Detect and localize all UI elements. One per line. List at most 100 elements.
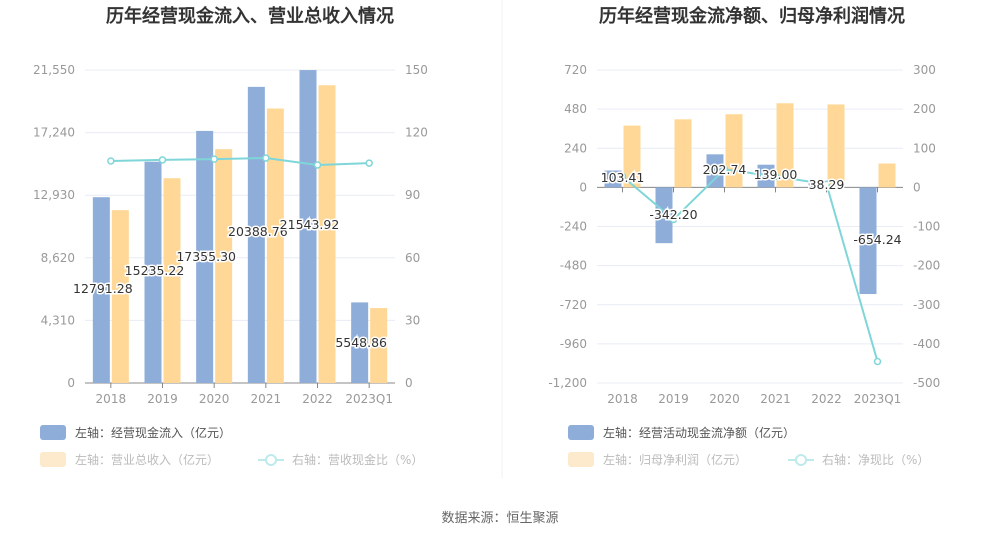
- x-axis-tick: 2023Q1: [345, 392, 393, 406]
- data-label: 139.00: [754, 167, 798, 182]
- chart-left: 0 0 4,310 30 8,620 60 12,930 90 17,240 120 21,550 1…: [33, 63, 428, 406]
- line-point: [771, 172, 780, 181]
- legend-swatch-bar2[interactable]: [40, 452, 66, 467]
- bar-net-cash-flow: [808, 181, 826, 188]
- bar-revenue: [370, 308, 388, 383]
- x-axis-tick: 2023Q1: [854, 392, 902, 406]
- data-label: -342.20: [649, 207, 697, 222]
- chart-right: -1,200 -500 -960 -400 -720 -300 -480 -200 -240 -1…: [548, 63, 940, 406]
- x-axis-tick: 2022: [811, 392, 842, 406]
- bar-revenue: [215, 149, 233, 383]
- right-axis-tick: -100: [913, 220, 940, 234]
- data-label: 38.29: [809, 177, 845, 192]
- left-axis-tick: 0: [67, 376, 75, 390]
- left-axis-tick: 720: [564, 63, 587, 77]
- bar-net-cash-flow: [859, 187, 877, 295]
- x-axis-tick: 2019: [658, 392, 689, 406]
- right-axis-tick: 0: [405, 376, 413, 390]
- right-axis-tick: 100: [913, 141, 936, 155]
- line-point: [365, 159, 373, 167]
- line-series: [110, 157, 370, 166]
- bar-net-profit: [725, 114, 743, 188]
- right-axis-tick: 300: [913, 63, 936, 77]
- bar-net-cash-flow: [604, 170, 622, 188]
- left-axis-tick: -960: [560, 337, 587, 351]
- right-axis-tick: -400: [913, 337, 940, 351]
- legend-label[interactable]: 左轴：经营现金流入（亿元）: [75, 425, 231, 440]
- data-label: 103.41: [601, 170, 645, 185]
- legend-swatch-bar2[interactable]: [568, 452, 594, 467]
- line-point: [618, 172, 627, 181]
- line-point: [313, 161, 322, 169]
- right-axis-tick: 150: [405, 63, 428, 77]
- bar-net-cash-flow: [706, 154, 724, 188]
- legend-label[interactable]: 右轴：净现比（%）: [822, 452, 929, 467]
- legend-swatch-bar1[interactable]: [40, 425, 66, 440]
- left-axis-tick: -240: [560, 220, 587, 234]
- left-axis-tick: -1,200: [548, 376, 587, 390]
- right-axis-tick: 200: [913, 102, 936, 116]
- data-label: -654.24: [853, 232, 901, 247]
- data-label: 5548.86: [335, 335, 387, 350]
- left-axis-tick: 240: [564, 141, 587, 155]
- bar-revenue: [266, 108, 284, 383]
- legend-line-icon[interactable]: [258, 454, 284, 466]
- data-label: 15235.22: [125, 263, 185, 278]
- line-point: [720, 165, 729, 174]
- left-axis-tick: 8,620: [41, 251, 75, 265]
- data-source: 数据来源：恒生聚源: [441, 511, 558, 526]
- data-label: 12791.28: [73, 281, 133, 296]
- left-axis-tick: 21,550: [33, 63, 75, 77]
- line-point: [158, 156, 167, 164]
- data-label: 20388.76: [228, 224, 288, 239]
- legend-swatch-bar1[interactable]: [568, 425, 594, 440]
- x-axis-tick: 2021: [760, 392, 791, 406]
- right-axis-tick: 30: [405, 313, 420, 327]
- chart-title-left: 历年经营现金流入、营业总收入情况: [106, 5, 394, 27]
- data-label: 21543.92: [280, 217, 340, 232]
- bar-revenue: [163, 178, 181, 383]
- chart-title-right: 历年经营现金流净额、归母净利润情况: [599, 5, 905, 27]
- x-axis-tick: 2022: [302, 392, 333, 406]
- right-axis-tick: -200: [913, 259, 940, 273]
- bar-cash-inflow: [144, 161, 162, 383]
- right-axis-tick: 90: [405, 188, 420, 202]
- left-axis-tick: 17,240: [33, 126, 75, 140]
- x-axis-tick: 2018: [96, 392, 127, 406]
- line-point: [669, 215, 678, 224]
- left-axis-tick: -480: [560, 259, 587, 273]
- bar-cash-inflow: [351, 302, 369, 383]
- legend-label[interactable]: 右轴：营收现金比（%）: [292, 452, 423, 467]
- line-point: [210, 155, 218, 163]
- bar-cash-inflow: [299, 70, 317, 383]
- bar-cash-inflow: [196, 130, 214, 383]
- left-axis-tick: 0: [579, 180, 587, 194]
- bar-net-profit: [776, 103, 794, 188]
- bar-net-profit: [674, 119, 692, 188]
- bar-cash-inflow: [247, 86, 265, 383]
- x-axis-tick: 2019: [147, 392, 178, 406]
- right-axis-tick: -300: [913, 298, 940, 312]
- legend-label[interactable]: 左轴：营业总收入（亿元）: [75, 452, 219, 467]
- left-axis-tick: 4,310: [41, 313, 75, 327]
- x-axis-tick: 2020: [199, 392, 230, 406]
- bar-revenue: [318, 85, 336, 383]
- bar-net-profit: [623, 125, 641, 188]
- right-axis-tick: 120: [405, 126, 428, 140]
- bar-revenue: [111, 210, 129, 383]
- right-axis-tick: 0: [913, 180, 921, 194]
- line-point: [107, 157, 115, 165]
- bar-net-cash-flow: [655, 187, 673, 244]
- line-point: [873, 357, 882, 366]
- data-label: 202.74: [703, 162, 747, 177]
- legend-label[interactable]: 左轴：归母净利润（亿元）: [603, 452, 747, 467]
- left-axis-tick: 12,930: [33, 188, 75, 202]
- legend-label[interactable]: 左轴：经营活动现金流净额（亿元）: [603, 425, 795, 440]
- bar-net-profit: [878, 163, 896, 188]
- line-point: [822, 180, 831, 188]
- line-point: [262, 154, 270, 162]
- legend-line-icon[interactable]: [788, 454, 814, 466]
- bar-net-profit: [827, 104, 845, 188]
- line-series: [621, 168, 879, 362]
